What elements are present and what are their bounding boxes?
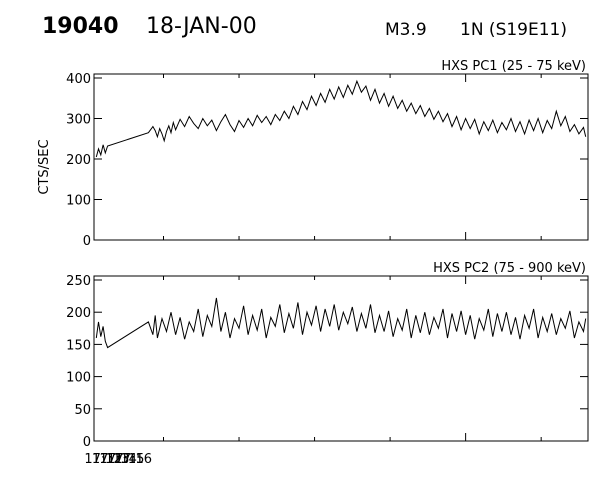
y-tick-label: 400 bbox=[66, 72, 91, 87]
plot-title-2: HXS PC2 (75 - 900 keV) bbox=[433, 261, 586, 276]
flare-id: 19040 bbox=[42, 14, 119, 39]
y-tick-label: 0 bbox=[83, 234, 91, 249]
y-tick-label: 100 bbox=[66, 194, 91, 209]
x-tick-label: 17:15 bbox=[107, 452, 144, 467]
plot-frame-2 bbox=[93, 275, 589, 442]
y-tick-label: 250 bbox=[66, 274, 91, 289]
goes-class: M3.9 bbox=[385, 20, 427, 40]
y-tick-label: 200 bbox=[66, 306, 91, 321]
series-line-1 bbox=[95, 79, 587, 158]
series-line-2 bbox=[95, 297, 587, 349]
y-tick-label: 100 bbox=[66, 371, 91, 386]
y-tick-label: 200 bbox=[66, 153, 91, 168]
y-tick-label: 0 bbox=[83, 435, 91, 450]
y-axis-label: CTS/SEC bbox=[37, 139, 52, 194]
active-region: 1N (S19E11) bbox=[460, 20, 567, 40]
flare-date: 18-JAN-00 bbox=[146, 14, 257, 39]
y-tick-label: 150 bbox=[66, 338, 91, 353]
x-tick-label: 17:13 bbox=[92, 452, 129, 467]
x-tick-label: 17:12 bbox=[84, 452, 121, 467]
y-tick-label: 50 bbox=[74, 403, 91, 418]
x-tick-label: 17:14 bbox=[99, 452, 136, 467]
plot-title-1: HXS PC1 (25 - 75 keV) bbox=[441, 59, 586, 74]
y-tick-label: 300 bbox=[66, 113, 91, 128]
x-tick-label: 17:16 bbox=[115, 452, 152, 467]
plot-frame-1 bbox=[93, 73, 589, 241]
